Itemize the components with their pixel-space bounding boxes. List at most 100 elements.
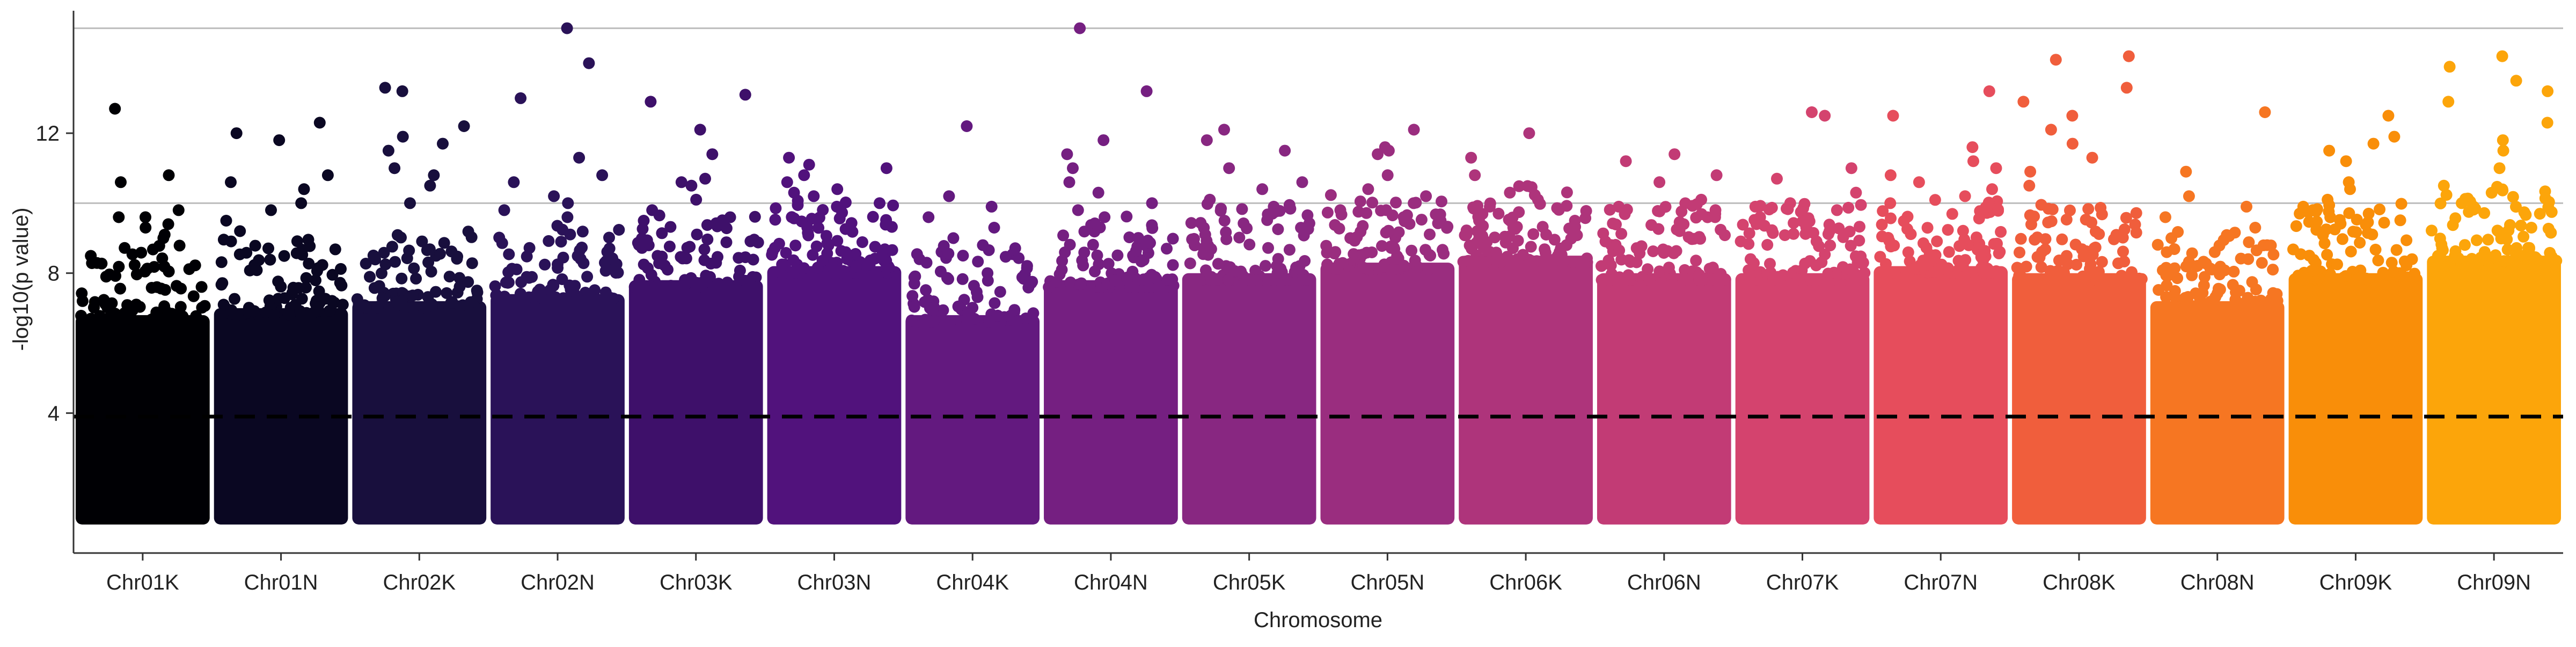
point-chr09k (2362, 227, 2374, 239)
point-chr01n (225, 304, 238, 316)
top-hit-point-chr02k (397, 130, 409, 143)
top-hit-point-chr05k (1204, 193, 1216, 206)
top-hit-point-chr09k (2323, 144, 2336, 157)
top-hit-point-chr08n (2183, 190, 2195, 202)
point-chr02k (471, 285, 483, 297)
point-chr04n (1167, 232, 1179, 245)
point-chr01k (150, 306, 163, 318)
point-chr08k (2035, 261, 2047, 273)
top-hit-point-chr09k (2382, 110, 2395, 122)
x-tick-label-chr05k: Chr05K (1213, 571, 1286, 594)
point-chr08k (2120, 212, 2132, 224)
point-chr08k (2061, 258, 2074, 270)
point-chr05n (1409, 255, 1421, 267)
point-chr04n (1137, 273, 1150, 286)
point-chr06k (1471, 225, 1483, 237)
point-chr04k (1009, 242, 1021, 255)
point-chr02k (369, 253, 382, 266)
point-chr04n (1064, 238, 1076, 251)
point-chr02n (557, 293, 569, 306)
point-chr04n (1132, 232, 1145, 244)
point-chr01k (171, 280, 182, 292)
point-chr04k (941, 272, 953, 284)
point-chr06n (1647, 245, 1659, 257)
point-chr07n (1888, 239, 1900, 252)
point-chr06k (1525, 241, 1537, 253)
point-chr05k (1299, 255, 1311, 267)
point-chr04k (994, 286, 1006, 298)
point-chr08k (2112, 257, 2124, 270)
point-chr05n (1423, 249, 1436, 261)
point-chr02n (603, 231, 615, 244)
point-chr07n (1885, 212, 1897, 224)
top-hit-point-chr01k (163, 169, 175, 181)
top-hit-point-chr03k (638, 215, 650, 227)
y-tick-label: 12 (36, 122, 60, 146)
point-chr02n (539, 258, 551, 271)
top-hit-point-chr03k (739, 89, 751, 101)
point-chr01k (119, 242, 131, 254)
point-chr01k (89, 315, 101, 328)
point-chr04n (1130, 245, 1142, 257)
point-chr03k (678, 279, 691, 292)
point-chr09k (2394, 267, 2405, 279)
point-chr03n (787, 266, 800, 279)
top-hit-point-chr03n (803, 158, 815, 171)
point-chr01k (103, 268, 115, 281)
point-chr05n (1397, 259, 1410, 272)
point-chr02k (462, 226, 474, 238)
chromosome-group-chr09n (2426, 50, 2563, 525)
top-hit-point-chr06n (1710, 169, 1723, 181)
chromosome-group-chr06k (1457, 127, 1593, 525)
point-chr08k (2012, 273, 2024, 286)
x-tick-label-chr02n: Chr02N (521, 571, 595, 594)
x-tick-label-chr04n: Chr04N (1074, 571, 1148, 594)
point-chr05k (1283, 244, 1296, 256)
point-chr07k (1857, 257, 1869, 269)
point-chr08n (2243, 236, 2255, 249)
point-chr03n (821, 237, 833, 250)
point-chr04n (1109, 274, 1122, 287)
top-hit-point-chr03k (694, 123, 706, 136)
point-chr07n (1874, 251, 1886, 263)
point-chr01n (300, 272, 312, 284)
top-hit-point-chr06n (1673, 225, 1686, 237)
point-chr05k (1212, 258, 1224, 270)
point-chr02n (528, 290, 540, 303)
point-chr05n (1321, 206, 1334, 219)
point-chr06k (1459, 229, 1471, 242)
point-chr01n (225, 235, 237, 248)
top-hit-point-chr01n (220, 215, 232, 227)
point-chr03n (770, 202, 782, 214)
point-chr05n (1441, 222, 1453, 234)
point-chr01k (114, 282, 126, 295)
point-chr05k (1223, 274, 1234, 286)
point-chr08n (2162, 270, 2174, 282)
point-chr09k (2377, 266, 2389, 279)
top-hit-point-chr05k (1296, 176, 1308, 188)
point-chr05n (1406, 244, 1418, 257)
point-chr02k (420, 302, 432, 314)
point-chr03n (816, 255, 829, 267)
point-chr01n (329, 243, 341, 256)
top-hit-point-chr06k (1484, 200, 1496, 213)
point-chr06n (1695, 208, 1708, 220)
point-chr01n (291, 235, 303, 248)
point-chr06k (1555, 242, 1567, 255)
point-chr03n (792, 199, 804, 211)
top-hit-point-chr01k (113, 211, 125, 223)
point-chr07n (1982, 197, 1995, 209)
point-chr05k (1199, 229, 1211, 241)
point-chr08k (2056, 233, 2068, 245)
point-chr08k (2014, 246, 2025, 259)
point-chr09k (2395, 198, 2407, 210)
point-chr03n (802, 229, 815, 242)
point-chr09n (2501, 243, 2514, 256)
top-hit-point-chr05k (1218, 215, 1231, 227)
point-chr07k (1788, 217, 1800, 229)
point-chr02k (416, 235, 428, 248)
point-chr01n (216, 277, 229, 289)
point-chr06n (1684, 273, 1696, 285)
top-hit-point-chr07k (1784, 197, 1796, 209)
top-hit-point-chr03n (783, 151, 795, 164)
